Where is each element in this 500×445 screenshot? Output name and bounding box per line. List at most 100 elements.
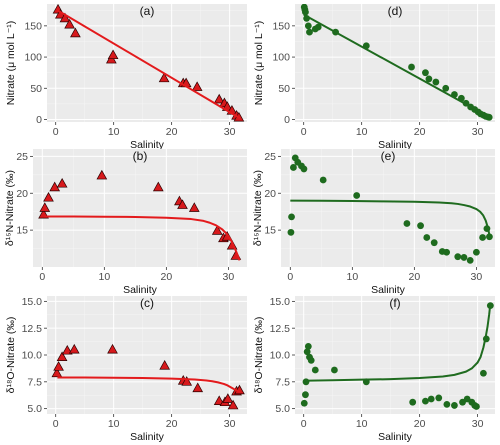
panel-label: (d) xyxy=(388,4,403,18)
data-point-circle xyxy=(425,75,433,83)
y-tick-label: 25 xyxy=(16,151,28,163)
data-point-circle xyxy=(466,256,474,264)
data-point-circle xyxy=(304,343,312,350)
panel-label: (f) xyxy=(389,296,400,310)
data-point-circle xyxy=(442,84,450,92)
panel-label: (a) xyxy=(140,4,155,18)
data-point-triangle xyxy=(56,177,68,188)
y-axis-label: Nitrate (μ mol L⁻¹) xyxy=(253,21,265,106)
data-point-circle xyxy=(353,192,361,199)
x-axis-label: Salinity xyxy=(371,284,406,296)
data-point-circle xyxy=(306,28,313,36)
data-point-circle xyxy=(473,403,480,410)
data-point-triangle xyxy=(188,202,200,212)
x-tick-label: 20 xyxy=(161,271,173,283)
panel-b: 0 10 20 30 15 20 25 Salinity δ¹⁵N-Nitrate (‰) (b) xyxy=(4,149,247,296)
y-tick-label: 15.0 xyxy=(270,296,291,308)
data-point-circle xyxy=(311,366,319,374)
data-point-circle xyxy=(303,348,311,356)
x-tick-label: 30 xyxy=(224,418,236,430)
data-point-triangle xyxy=(96,169,108,180)
data-point-circle xyxy=(432,78,440,86)
fit-line xyxy=(56,9,241,120)
data-point-triangle xyxy=(39,202,51,212)
data-point-circle xyxy=(480,369,487,377)
data-point-triangle xyxy=(107,343,118,354)
data-point-circle xyxy=(290,164,297,171)
data-point-triangle xyxy=(152,181,164,192)
x-tick-label: 10 xyxy=(346,271,358,283)
y-tick-label: 7.5 xyxy=(27,376,42,388)
data-point-circle xyxy=(314,23,322,31)
data-point-triangle xyxy=(192,382,204,393)
data-point-circle xyxy=(479,234,486,241)
data-point-triangle xyxy=(53,361,64,371)
x-tick-label: 30 xyxy=(223,271,235,283)
x-tick-label: 10 xyxy=(356,126,368,138)
data-point-circle xyxy=(287,228,295,236)
y-tick-label: 50 xyxy=(278,83,290,95)
y-tick-label: 5.0 xyxy=(275,403,290,415)
y-tick-label: 15.0 xyxy=(22,296,43,308)
panel-a: 0 10 20 30 0 50 100 150 Salinity Nitrate (μ mol L… xyxy=(5,4,247,151)
data-point-circle xyxy=(486,233,493,241)
data-point-circle xyxy=(307,356,315,364)
x-tick-label: 30 xyxy=(471,271,483,283)
data-point-circle xyxy=(300,399,308,407)
x-tick-label: 0 xyxy=(53,418,59,430)
data-point-circle xyxy=(300,165,308,173)
data-point-triangle xyxy=(211,225,223,235)
y-tick-label: 10.0 xyxy=(22,350,43,362)
fit-line xyxy=(290,199,491,236)
data-point-triangle xyxy=(64,18,75,29)
x-axis-label: Salinity xyxy=(378,431,413,443)
panel-label: (c) xyxy=(140,296,154,310)
x-tick-label: 20 xyxy=(409,271,421,283)
y-tick-label: 100 xyxy=(24,52,42,64)
data-point-triangle xyxy=(68,343,80,354)
data-point-triangle xyxy=(177,199,188,209)
y-tick-label: 5.0 xyxy=(27,403,42,415)
fit-line xyxy=(303,13,490,118)
panel-e: 0 10 20 30 15 20 25 Salinity δ¹⁵N-Nitrate (‰) (e) xyxy=(252,149,495,296)
data-point-triangle xyxy=(43,191,54,202)
data-layer xyxy=(300,4,493,121)
data-point-circle xyxy=(422,69,429,77)
data-point-circle xyxy=(417,222,424,230)
x-tick-label: 30 xyxy=(224,126,236,138)
y-axis-label: Nitrate (μ mol L⁻¹) xyxy=(5,21,17,106)
data-point-circle xyxy=(430,239,438,247)
data-point-circle xyxy=(460,254,468,261)
y-axis-label: δ¹⁵N-Nitrate (‰) xyxy=(252,170,264,246)
y-tick-label: 150 xyxy=(24,20,42,32)
y-tick-label: 0 xyxy=(284,114,290,126)
data-point-triangle xyxy=(59,12,71,23)
data-point-triangle xyxy=(51,367,63,378)
data-point-circle xyxy=(443,248,451,256)
y-tick-label: 50 xyxy=(30,83,42,95)
x-tick-label: 0 xyxy=(53,126,59,138)
data-point-circle xyxy=(319,176,327,184)
data-point-circle xyxy=(331,366,338,374)
y-tick-label: 10.0 xyxy=(270,350,291,362)
data-point-triangle xyxy=(227,399,239,410)
data-point-circle xyxy=(302,391,309,399)
data-point-circle xyxy=(423,234,431,241)
x-tick-label: 10 xyxy=(98,271,110,283)
x-tick-label: 10 xyxy=(108,126,120,138)
data-point-circle xyxy=(443,400,451,408)
y-tick-label: 20 xyxy=(264,188,276,200)
data-point-circle xyxy=(302,8,309,16)
x-tick-label: 10 xyxy=(356,418,368,430)
data-layer xyxy=(51,343,245,410)
y-tick-label: 15 xyxy=(264,225,276,237)
plot-background xyxy=(33,149,247,267)
data-layer xyxy=(38,169,242,261)
x-axis-label: Salinity xyxy=(123,284,158,296)
panel-d: 0 10 20 30 0 50 100 150 Salinity Nitrate (μ mol L… xyxy=(253,4,495,151)
data-point-triangle xyxy=(213,93,225,104)
x-tick-label: 20 xyxy=(166,418,178,430)
fit-line xyxy=(57,376,241,393)
y-tick-label: 25 xyxy=(264,151,276,163)
